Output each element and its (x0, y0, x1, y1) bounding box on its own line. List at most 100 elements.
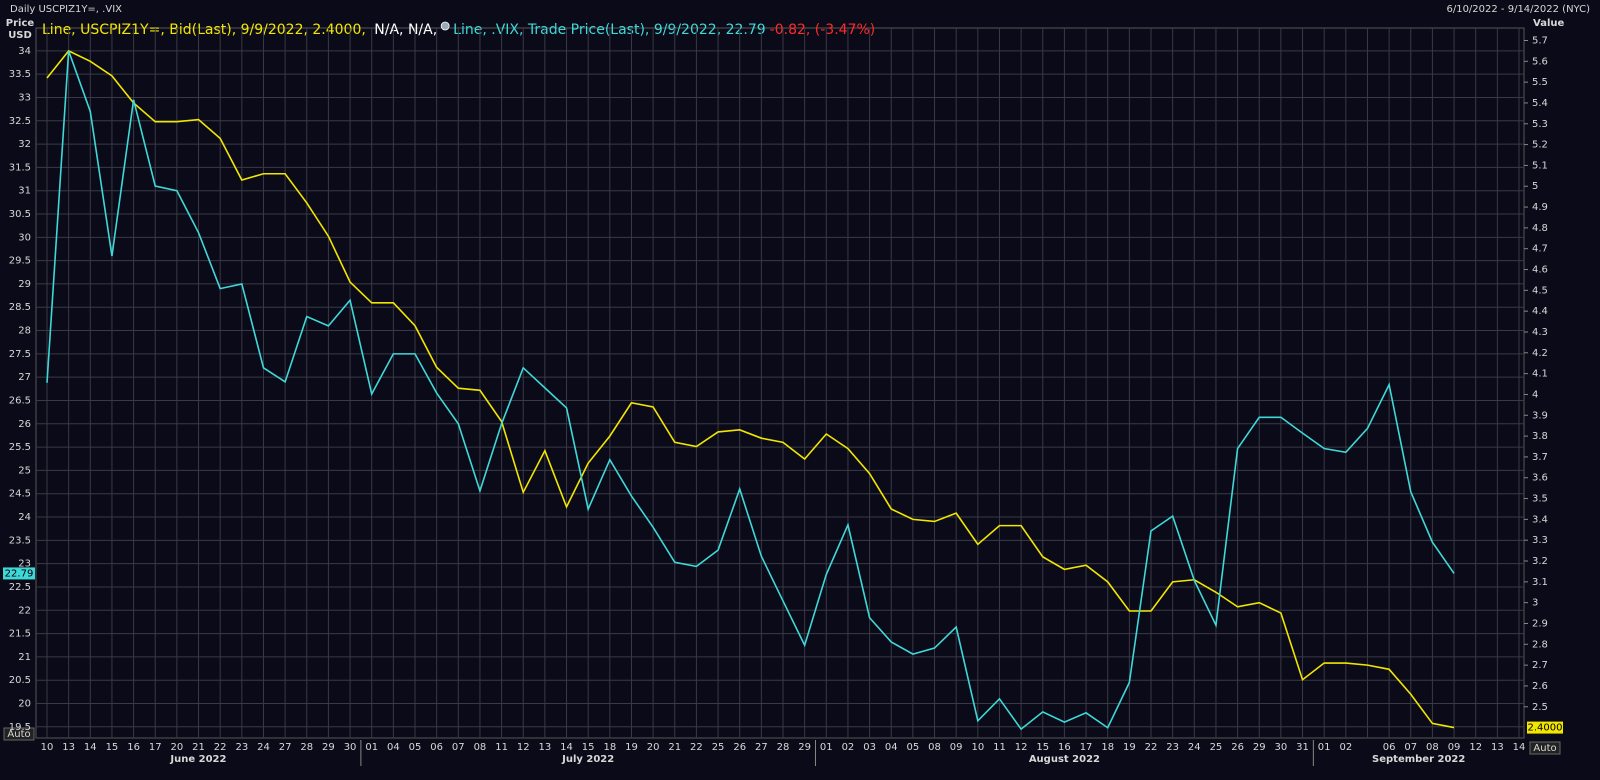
x-tick-label: 04 (387, 742, 400, 753)
y2-tick-label: 4.5 (1532, 285, 1548, 296)
x-tick-label: 26 (1231, 742, 1244, 753)
y2-tick-label: 5.6 (1532, 56, 1548, 67)
plot-frame (35, 27, 1525, 739)
x-tick-label: 22 (1145, 742, 1158, 753)
x-tick-label: 26 (733, 742, 746, 753)
y2-tick-label: 3 (1532, 598, 1538, 609)
x-tick-label: 10 (971, 742, 984, 753)
legend-entry: -0.82, (-3.47%) (770, 22, 876, 38)
y-tick-label: 20.5 (9, 675, 31, 686)
y-tick-label: 24.5 (9, 489, 31, 500)
x-tick-label: 05 (907, 742, 920, 753)
y2-tick-label: 3.5 (1532, 494, 1548, 505)
y2-tick-label: 3.4 (1532, 514, 1548, 525)
y2-tick-label: 4.6 (1532, 265, 1548, 276)
x-tick-label: 08 (1426, 742, 1439, 753)
x-tick-label: 22 (690, 742, 703, 753)
x-tick-label: 27 (755, 742, 768, 753)
x-tick-label: 05 (409, 742, 422, 753)
y-tick-label: 22 (18, 605, 31, 616)
month-label: August 2022 (1029, 754, 1100, 765)
date-range: 6/10/2022 - 9/14/2022 (NYC) (1446, 4, 1590, 15)
x-tick-label: 12 (1469, 742, 1482, 753)
y-tick-label: 32 (18, 139, 31, 150)
x-tick-label: 29 (1253, 742, 1266, 753)
y-tick-label: 30 (18, 232, 31, 243)
y-tick-label: 29 (18, 279, 31, 290)
y-tick-label: 28.5 (9, 302, 31, 313)
x-tick-label: 27 (279, 742, 292, 753)
month-label: September 2022 (1372, 754, 1465, 765)
x-tick-label: 17 (149, 742, 162, 753)
last-value-box (3, 567, 35, 580)
x-tick-label: 16 (127, 742, 140, 753)
y2-tick-label: 3.9 (1532, 410, 1548, 421)
x-tick-label: 28 (300, 742, 313, 753)
y-tick-label: 30.5 (9, 209, 31, 220)
x-tick-label: 15 (106, 742, 119, 753)
y2-tick-label: 5.1 (1532, 160, 1548, 171)
y2-tick-label: 5 (1532, 181, 1538, 192)
y-tick-label: 19.5 (9, 722, 31, 733)
x-tick-label: 02 (842, 742, 855, 753)
y-tick-label: 26.5 (9, 395, 31, 406)
y-tick-label: 22.5 (9, 582, 31, 593)
x-tick-label: 19 (625, 742, 638, 753)
x-tick-label: 22 (214, 742, 227, 753)
y-tick-label: 31 (18, 186, 31, 197)
x-tick-label: 29 (798, 742, 811, 753)
y2-tick-label: 3.3 (1532, 535, 1548, 546)
auto-label[interactable]: Auto (1533, 743, 1556, 754)
y2-tick-label: 2.5 (1532, 702, 1548, 713)
y2-tick-label: 5.2 (1532, 140, 1548, 151)
y-tick-label: 28 (18, 326, 31, 337)
x-tick-label: 30 (344, 742, 357, 753)
x-tick-label: 21 (668, 742, 681, 753)
y2-tick-label: 2.6 (1532, 681, 1548, 692)
x-tick-label: 14 (1513, 742, 1526, 753)
y2-tick-label: 3.8 (1532, 431, 1548, 442)
y-tick-label: 34 (18, 46, 31, 57)
y-tick-label: 23 (18, 559, 31, 570)
y-tick-label: 32.5 (9, 116, 31, 127)
x-tick-label: 08 (928, 742, 941, 753)
x-tick-label: 29 (322, 742, 335, 753)
y2-tick-label: 5.7 (1532, 35, 1548, 46)
x-tick-label: 15 (582, 742, 595, 753)
auto-button[interactable] (1529, 741, 1561, 755)
y2-tick-label: 3.7 (1532, 452, 1548, 463)
x-tick-label: 01 (820, 742, 833, 753)
month-label: July 2022 (561, 754, 614, 765)
last-value-box (1527, 721, 1563, 734)
y-tick-label: 25 (18, 465, 31, 476)
x-tick-label: 07 (452, 742, 465, 753)
y2-tick-label: 4.7 (1532, 244, 1548, 255)
auto-label[interactable]: Auto (7, 729, 30, 740)
legend-icon (440, 21, 450, 31)
x-tick-label: 11 (993, 742, 1006, 753)
y-tick-label: 29.5 (9, 256, 31, 267)
y2-tick-label: 4.9 (1532, 202, 1548, 213)
y-tick-label: 31.5 (9, 162, 31, 173)
x-tick-label: 07 (1404, 742, 1417, 753)
x-tick-label: 23 (235, 742, 248, 753)
y2-tick-label: 4.2 (1532, 348, 1548, 359)
y2-tick-label: 5.3 (1532, 119, 1548, 130)
y-tick-label: 26 (18, 419, 31, 430)
x-tick-label: 24 (1188, 742, 1201, 753)
y2-tick-label: 3.2 (1532, 556, 1548, 567)
x-tick-label: 20 (171, 742, 184, 753)
x-tick-label: 14 (560, 742, 573, 753)
y-tick-label: 21 (18, 652, 31, 663)
legend-entry: Line, USCPIZ1Y=, Bid(Last), 9/9/2022, 2.… (42, 22, 370, 38)
x-tick-label: 13 (1491, 742, 1504, 753)
x-tick-label: 10 (41, 742, 54, 753)
y-axis-title: USD (8, 30, 32, 41)
y2-tick-label: 5.4 (1532, 98, 1548, 109)
x-tick-label: 03 (863, 742, 876, 753)
auto-button[interactable] (3, 727, 35, 741)
x-tick-label: 25 (1210, 742, 1223, 753)
y2-tick-label: 2.8 (1532, 639, 1548, 650)
